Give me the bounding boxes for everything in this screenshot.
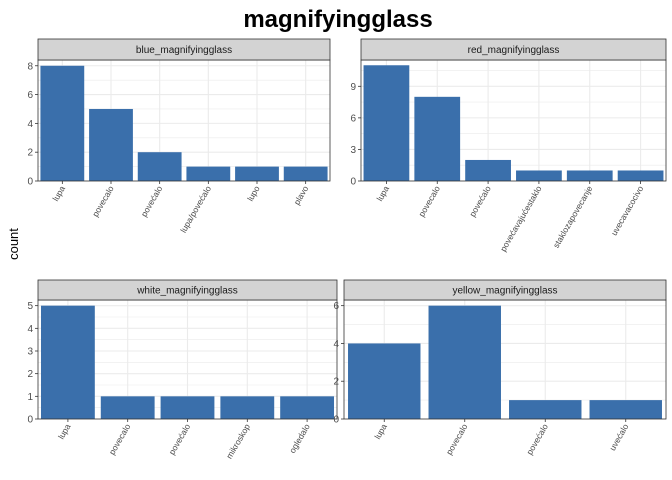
x-tick-label: lupa [50, 184, 67, 203]
y-tick-label: 0 [27, 415, 33, 426]
bar-povecalo [89, 108, 133, 181]
bar-lupa [40, 65, 85, 181]
y-tick-label: 0 [333, 415, 339, 426]
bar-povećavajućestaklo [516, 170, 562, 181]
x-tick-label: plavo [292, 184, 311, 207]
y-tick-label: 3 [350, 145, 356, 156]
facet-strip [37, 38, 331, 61]
facet-strip [343, 279, 667, 301]
x-tick-label: povećalo [467, 184, 493, 219]
y-tick-label: 6 [27, 90, 33, 101]
x-tick-label: lupa/povećalo [178, 184, 213, 235]
bar-plavo [283, 166, 328, 181]
bar-povecalo [414, 96, 461, 181]
x-tick-label: lupa [372, 422, 389, 441]
facet-panel-1: red_magnifyingglass 0 3 6 9 lupa povecalo poveć… [350, 38, 667, 253]
x-tick-label: staklozapovecanje [551, 184, 595, 250]
bar-ogledalo [280, 396, 335, 419]
bar-povecalo [100, 396, 155, 419]
y-tick-label: 4 [27, 324, 33, 335]
y-tick-label: 6 [333, 301, 339, 312]
x-tick-label: lupo [245, 184, 262, 203]
facet-strip [37, 279, 338, 301]
y-tick-label: 8 [27, 61, 33, 72]
facet-strip-label: yellow_magnifyingglass [452, 286, 557, 297]
x-tick-label: povecalo [107, 422, 133, 457]
y-tick-label: 0 [350, 177, 356, 188]
x-tick-label: povećalo [524, 422, 550, 457]
chart-title: magnifyingglass [243, 6, 432, 33]
y-tick-label: 2 [27, 148, 33, 159]
y-tick-label: 3 [27, 347, 33, 358]
y-tick-label: 0 [27, 177, 33, 188]
facet-strip-label: blue_magnifyingglass [136, 45, 232, 56]
y-tick-label: 2 [333, 377, 339, 388]
facet-panel-3: yellow_magnifyingglass 0 2 4 6 lupa povecalo po… [333, 279, 667, 457]
bar-lupo [235, 166, 279, 181]
facet-panel-0: blue_magnifyingglass 0 2 4 6 8 lupa povecalo pov… [27, 38, 331, 235]
x-tick-label: uvećalo [607, 422, 630, 453]
bar-povećalo [509, 400, 582, 419]
x-tick-label: lupa [56, 422, 73, 441]
x-tick-label: ogledalo [287, 422, 312, 455]
x-tick-label: uvecavacocivo [609, 184, 646, 238]
x-tick-label: lupa [374, 184, 391, 203]
bar-uvecavacocivo [617, 170, 664, 181]
y-tick-label: 4 [333, 339, 339, 350]
bar-lupa [363, 65, 410, 181]
y-tick-label: 6 [350, 113, 356, 124]
x-tick-label: povecalo [444, 422, 470, 457]
x-tick-label: povećalo [139, 184, 165, 219]
y-tick-label: 2 [27, 369, 33, 380]
facet-strip-label: white_magnifyingglass [136, 286, 238, 297]
x-tick-label: mikroskop [224, 422, 252, 461]
facet-panel-2: white_magnifyingglass 0 1 2 3 4 5 lupa povecalo p… [27, 279, 338, 461]
bar-povećalo [137, 152, 182, 181]
y-tick-label: 9 [350, 82, 356, 93]
y-tick-label: 5 [27, 301, 33, 312]
bar-povecalo [428, 305, 501, 419]
y-tick-label: 1 [27, 392, 33, 403]
bar-uvećalo [589, 400, 662, 419]
x-tick-label: povecalo [90, 184, 116, 219]
y-axis-label: count [6, 228, 21, 260]
x-tick-label: povecalo [416, 184, 442, 219]
facet-strip-label: red_magnifyingglass [468, 45, 560, 56]
bar-povećalo [465, 159, 511, 181]
bar-mikroskop [220, 396, 275, 419]
bar-lupa [40, 305, 95, 419]
y-tick-label: 4 [27, 119, 33, 130]
bar-povećalo [160, 396, 215, 419]
bar-lupa/povećalo [186, 166, 231, 181]
x-tick-label: povećalo [167, 422, 193, 457]
x-tick-label: povećavajućestaklo [498, 184, 544, 253]
facet-strip [360, 38, 667, 61]
bar-staklozapovecanje [566, 170, 613, 181]
panel-background [361, 60, 666, 181]
bar-lupa [348, 343, 421, 419]
